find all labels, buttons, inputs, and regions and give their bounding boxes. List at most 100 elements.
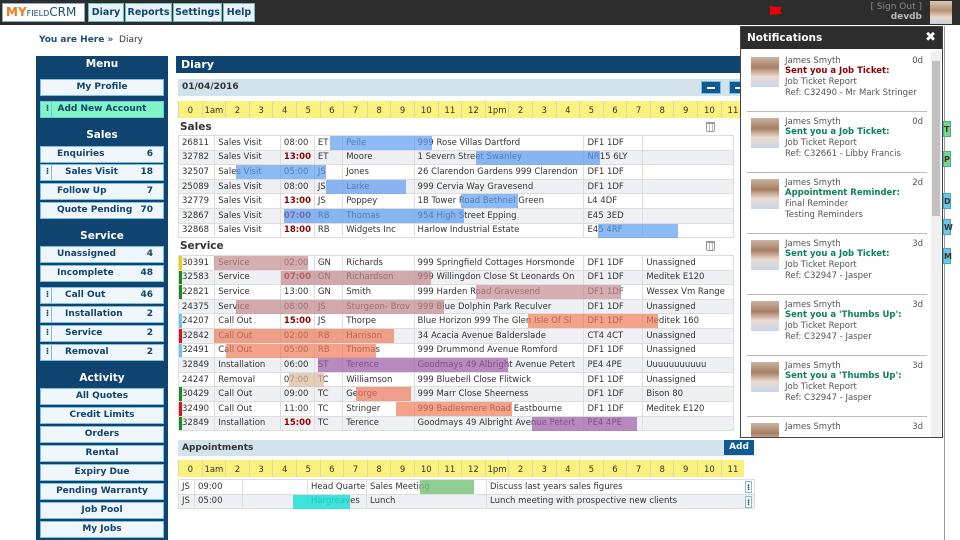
timeline-bar[interactable] [289,373,324,387]
job-id[interactable]: 26811 [177,135,216,151]
sidebar-item-service[interactable]: ⁝ Service 2 [40,325,164,342]
nav-help[interactable]: Help [223,3,255,22]
job-id[interactable]: 24207 [177,313,216,329]
nav-diary[interactable]: Diary [88,3,124,22]
job-id[interactable]: 32491 [177,342,216,359]
job-id[interactable]: 32842 [177,327,216,344]
sidebar-item-incomplete[interactable]: Incomplete 48 [40,265,164,282]
row-menu-icon[interactable]: ⁝ [745,495,752,508]
job-id[interactable]: 32868 [177,222,216,239]
sidebar-item-orders[interactable]: Orders [40,426,164,443]
sidebar-item-credit-limits[interactable]: Credit Limits [40,407,164,424]
sidebar-item-quote-pending[interactable]: Quote Pending 70 [40,202,164,219]
sidebar-item-removal[interactable]: ⁝ Removal 2 [40,344,164,361]
side-tab[interactable]: W [943,219,953,235]
customer-name[interactable]: Williamson [342,371,415,388]
close-icon[interactable]: ✖ [925,30,936,45]
customer-name[interactable]: Smith [342,284,415,300]
job-id[interactable]: 32507 [177,164,216,180]
appointment-bar[interactable] [420,480,474,494]
timeline-bar[interactable] [226,344,376,358]
table-row[interactable]: 32782 Sales Visit 13:00 ET Moore 1 Severn Str… [177,149,734,166]
job-id[interactable]: 32779 [177,193,216,209]
timeline-bar[interactable] [281,271,431,285]
table-row[interactable]: 32583Service07:00GNRichardson999 Willing… [177,269,734,286]
drag-handle-icon[interactable]: ⁝ [44,345,52,360]
sidebar-item-job-pool[interactable]: Job Pool [40,502,164,519]
my-profile-button[interactable]: My Profile [40,79,164,96]
side-tab[interactable]: T [943,121,951,137]
customer-name[interactable]: Moore [342,149,415,166]
table-row[interactable]: 32849 Installation 15:00 TC Terence Goodmays … [177,415,734,432]
drag-handle-icon[interactable]: ⁝ [44,307,52,322]
notification-item[interactable]: James Smyth 0d Sent you a Job Ticket: Job T… [747,112,927,173]
timeline-bar[interactable] [326,180,406,194]
side-tab[interactable]: P [943,151,951,167]
table-row[interactable]: 24247Removal07:00TCWilliamson999 Bluebel… [177,371,734,388]
sidebar-item-pending-warranty[interactable]: Pending Warranty [40,483,164,500]
timeline-bar[interactable] [532,417,637,431]
notification-item[interactable]: James Smyth 2d Appointment Reminder: Final … [747,173,927,234]
job-id[interactable]: 24247 [177,371,216,388]
timeline-bar[interactable] [214,256,308,270]
sign-out-link[interactable]: [ Sign Out ] [870,2,922,12]
sidebar-item-call-out[interactable]: ⁝ Call Out 46 [40,287,164,304]
nav-reports[interactable]: Reports [125,3,172,22]
customer-name[interactable]: Richards [342,255,415,271]
job-id[interactable]: 25089 [177,178,216,195]
timeline-bar[interactable] [476,151,600,165]
timeline-bar[interactable] [236,165,326,179]
customer-name[interactable]: Terence [342,415,415,432]
job-id[interactable]: 24375 [177,298,216,315]
trash-icon[interactable] [706,241,715,251]
customer-name[interactable]: Thorpe [342,313,415,329]
sidebar-item-unassigned[interactable]: Unassigned 4 [40,246,164,263]
drag-handle-icon[interactable]: ⁝ [44,288,52,303]
drag-handle-icon[interactable]: ⁝ [44,102,52,117]
job-id[interactable]: 32849 [177,415,216,432]
sidebar-item-follow-up[interactable]: Follow Up 7 [40,183,164,200]
timeline-bar[interactable] [598,224,678,238]
sidebar-item-my-jobs[interactable]: My Jobs [40,521,164,538]
drag-handle-icon[interactable]: ⁝ [44,326,52,341]
timeline-bar[interactable] [214,329,394,343]
sidebar-item-rental[interactable]: Rental [40,445,164,462]
add-new-account-button[interactable]: ⁝ Add New Account [40,101,164,118]
add-appointment-button[interactable]: Add [724,440,754,455]
job-id[interactable]: 22821 [177,284,216,300]
appointment-bar[interactable] [293,495,350,509]
job-id[interactable]: 32867 [177,207,216,224]
notification-item[interactable]: James Smyth 3d [747,417,927,437]
notification-item[interactable]: James Smyth 0d Sent you a Job Ticket: Job T… [747,51,927,112]
notification-item[interactable]: James Smyth 3d Sent you a 'Thumbs Up': Job … [747,295,927,356]
timeline-bar[interactable] [476,285,621,299]
notification-item[interactable]: James Smyth 3d Sent you a Job Ticket: Job T… [747,234,927,295]
logo[interactable]: MYFIELDCRM [2,3,85,22]
sidebar-item-enquiries[interactable]: Enquiries 6 [40,146,164,163]
notification-item[interactable]: James Smyth 3d Sent you a 'Thumbs Up': Job … [747,356,927,417]
customer-name[interactable]: Widgets Inc [342,222,415,239]
timeline-bar[interactable] [356,387,411,401]
timeline-bar[interactable] [396,402,512,416]
job-id[interactable]: 30391 [177,255,216,271]
trash-icon[interactable] [706,122,715,132]
timeline-bar[interactable] [236,300,444,314]
side-tab[interactable]: M [943,248,952,264]
user-avatar[interactable] [930,1,952,24]
breadcrumb-current[interactable]: Diary [119,35,144,45]
timeline-bar[interactable] [528,314,658,328]
flag-icon[interactable] [770,6,782,15]
notifications-scrollbar[interactable] [931,51,941,437]
collapse-button[interactable] [701,81,721,94]
timeline-bar[interactable] [284,209,464,223]
nav-settings[interactable]: Settings [173,3,222,22]
side-tab[interactable]: D [943,193,951,209]
job-id[interactable]: 32782 [177,149,216,166]
